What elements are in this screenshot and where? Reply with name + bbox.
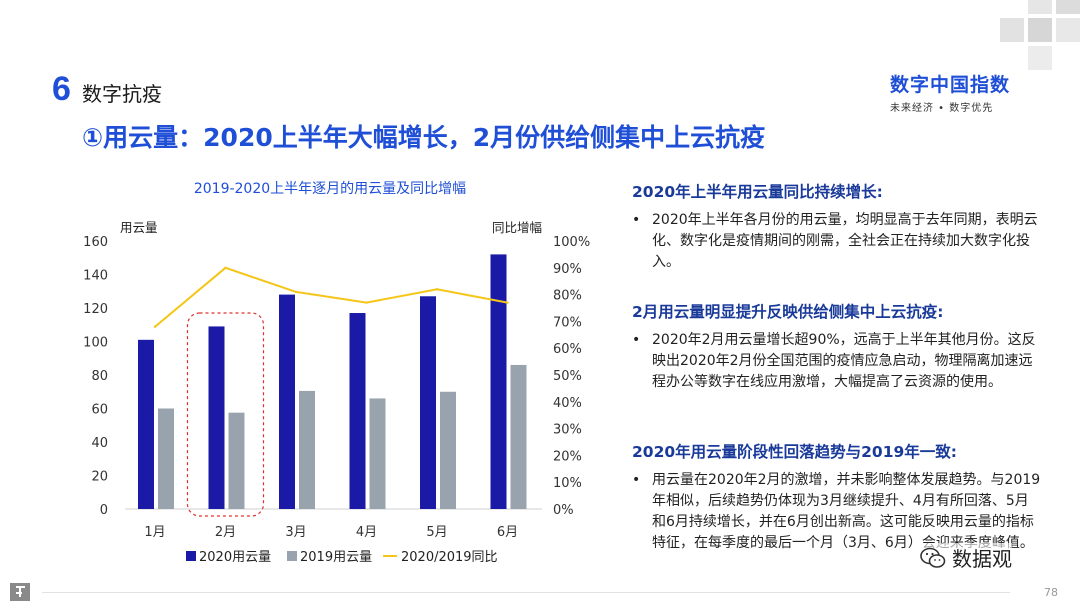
chart-title: 2019-2020上半年逐月的用云量及同比增幅 [193, 181, 467, 197]
bar-2020 [138, 339, 154, 509]
left-tick-label: 160 [83, 235, 108, 250]
bar-2019 [299, 390, 315, 509]
insight-heading-1: 2020年上半年用云量同比持续增长: [632, 183, 883, 201]
brand-title: 数字中国指数 [889, 74, 1010, 96]
bar-2019 [228, 412, 245, 509]
insight-heading-3: 2020年用云量阶段性回落趋势与2019年一致: [632, 443, 957, 461]
left-tick-label: 140 [83, 269, 108, 284]
insight-text-3: 用云量在2020年2月的激增，并未影响整体发展趋势。与2019年相似，后续趋势仍… [652, 472, 1041, 551]
right-tick-label: 90% [553, 262, 582, 277]
right-tick-label: 70% [553, 315, 582, 330]
left-tick-label: 80 [91, 369, 108, 384]
insight-text-1: 2020年上半年各月份的用云量，均明显高于去年同期，表明云化、数字化是疫情期间的… [652, 212, 1038, 270]
yoy-growth-line [154, 266, 508, 328]
x-tick-label: 2月 [215, 525, 236, 540]
footer-divider [42, 592, 1010, 593]
left-axis-label: 用云量 [120, 220, 158, 235]
insight-bullet-2: • 2020年2月用云量增长超90%，远高于上半年其他月份。这反映出2020年2… [632, 330, 1042, 393]
right-tick-label: 10% [553, 476, 582, 491]
page-number: 78 [1044, 586, 1058, 599]
right-tick-label: 50% [553, 369, 582, 384]
legend-label-yoy: 2020/2019同比 [401, 550, 498, 565]
bar-2019 [369, 398, 386, 509]
x-tick-label: 4月 [356, 525, 377, 540]
bar-2019 [440, 391, 456, 509]
watermark-text: 数据观 [952, 547, 1012, 571]
yoy-point [224, 266, 227, 269]
bar-2020 [208, 326, 225, 509]
section-name: 数字抗疫 [82, 82, 162, 106]
insight-block-2: 2月用云量明显提升反映供给侧集中上云抗疫: • 2020年2月用云量增长超90%… [632, 300, 1042, 393]
brand-logo: 数字中国指数 未来经济 • 数字优先 [890, 70, 1010, 114]
bar-2020 [349, 313, 366, 509]
bar-2019 [510, 364, 527, 509]
section-number: 6 [52, 70, 71, 108]
right-tick-label: 80% [553, 289, 582, 304]
left-tick-label: 0 [100, 503, 108, 518]
right-tick-label: 0% [553, 503, 574, 518]
yoy-point [506, 301, 509, 304]
bar-2020 [279, 294, 295, 509]
insight-text-2: 2020年2月用云量增长超90%，远高于上半年其他月份。这反映出2020年2月份… [652, 332, 1036, 390]
bullet-dot: • [632, 472, 641, 488]
watermark: 数据观 [920, 543, 1012, 572]
x-tick-label: 6月 [497, 525, 518, 540]
bar-2020 [420, 296, 436, 509]
left-tick-label: 100 [83, 336, 108, 351]
page-title: ①用云量：2020上半年大幅增长，2月份供给侧集中上云抗疫 [82, 123, 766, 152]
left-tick-label: 60 [91, 403, 108, 418]
x-tick-label: 5月 [426, 525, 447, 540]
insight-bullet-1: • 2020年上半年各月份的用云量，均明显高于去年同期，表明云化、数字化是疫情期… [632, 210, 1042, 273]
x-tick-label: 3月 [285, 525, 306, 540]
bullet-dot: • [632, 332, 641, 348]
insight-block-3: 2020年用云量阶段性回落趋势与2019年一致: • 用云量在2020年2月的激… [632, 440, 1042, 554]
right-axis-label: 同比增幅 [492, 220, 542, 235]
right-tick-label: 40% [553, 396, 582, 411]
left-tick-label: 20 [91, 470, 108, 485]
legend-swatch-2019 [287, 551, 297, 561]
right-tick-label: 100% [553, 235, 590, 250]
bar-2020 [490, 254, 507, 509]
yoy-point [365, 301, 368, 304]
bar-2019 [158, 408, 174, 509]
brand-subtitle: 未来经济 • 数字优先 [889, 103, 994, 114]
insight-heading-2: 2月用云量明显提升反映供给侧集中上云抗疫: [632, 303, 944, 321]
left-tick-label: 120 [83, 302, 108, 317]
yoy-point [153, 325, 157, 328]
legend-label-2019: 2019用云量 [300, 550, 372, 565]
bullet-dot: • [632, 212, 641, 228]
decorative-squares [1000, 0, 1080, 70]
insight-block-1: 2020年上半年用云量同比持续增长: • 2020年上半年各月份的用云量，均明显… [632, 180, 1042, 273]
right-tick-label: 60% [553, 342, 582, 357]
right-tick-label: 20% [553, 449, 582, 464]
cloud-usage-chart: 用云量 同比增幅 0 20 40 60 80 100 120 140 160 0% 10% 20% 30% 4… [83, 220, 590, 565]
insight-bullet-3: • 用云量在2020年2月的激增，并未影响整体发展趋势。与2019年相似，后续趋… [632, 470, 1042, 554]
wechat-icon [920, 547, 946, 568]
yoy-point [294, 290, 298, 294]
legend-swatch-2020 [186, 551, 196, 561]
highlight-box [186, 312, 265, 517]
footer-logo-icon [10, 583, 30, 601]
left-tick-label: 40 [91, 436, 108, 451]
legend-label-2020: 2020用云量 [199, 550, 271, 565]
x-tick-label: 1月 [144, 525, 165, 540]
yoy-point [435, 288, 439, 291]
right-tick-label: 30% [553, 423, 582, 438]
